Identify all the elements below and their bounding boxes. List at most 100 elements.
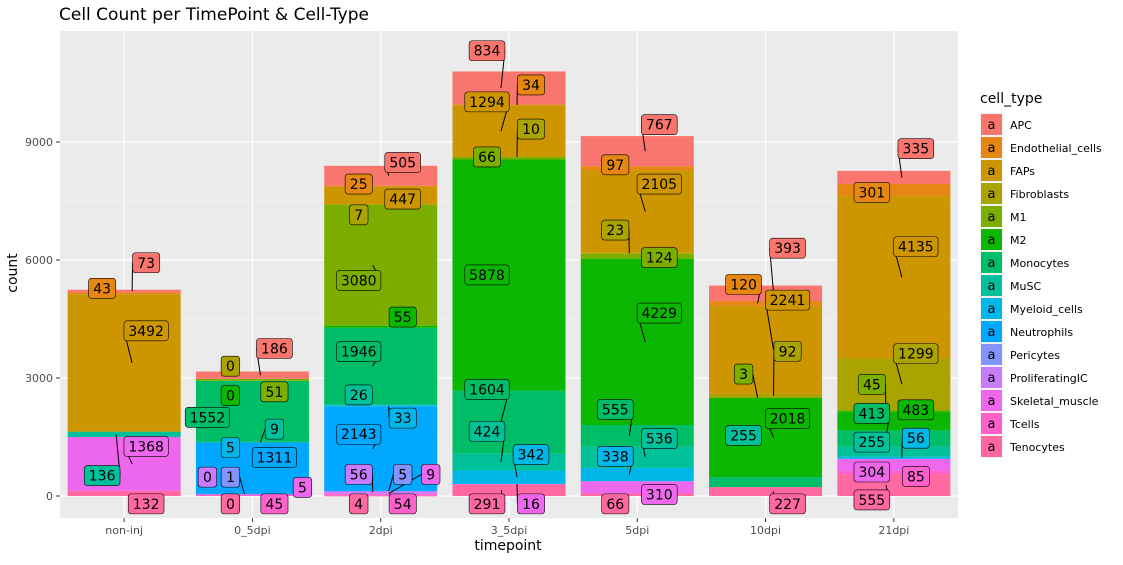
legend-item-label: Endothelial_cells [1010, 142, 1102, 155]
bar-segment [196, 372, 309, 379]
bar-segment [581, 259, 694, 425]
legend-key-glyph: a [988, 233, 996, 248]
data-label: 124 [646, 251, 673, 267]
legend-item-label: Neutrophils [1010, 326, 1073, 339]
data-label: 85 [907, 469, 925, 485]
x-tick-label: 10dpi [750, 524, 781, 537]
legend-item-label: FAPs [1010, 165, 1035, 178]
data-label: 3080 [341, 273, 377, 289]
data-label: 66 [606, 497, 624, 513]
bar-segment [453, 485, 566, 496]
bar-segment [709, 394, 822, 398]
legend-title: cell_type [980, 91, 1042, 107]
data-label: 45 [266, 497, 284, 513]
bar-segment [581, 468, 694, 481]
legend-key-glyph: a [988, 118, 996, 133]
data-label: 23 [606, 223, 624, 239]
legend-key-glyph: a [988, 210, 996, 225]
legend-item-label: Tcells [1009, 418, 1040, 431]
bar-segment [324, 205, 437, 326]
data-label: 1294 [469, 95, 505, 111]
data-label: 1 [226, 470, 235, 486]
data-label: 97 [606, 158, 624, 174]
data-label: 255 [858, 435, 885, 451]
legend-item-label: APC [1010, 119, 1032, 132]
legend-key-glyph: a [988, 440, 996, 455]
bar-segment [453, 157, 566, 158]
data-label: 0 [226, 497, 235, 513]
legend-item-label: M2 [1010, 234, 1027, 247]
data-label: 25 [350, 177, 368, 193]
y-tick-label: 9000 [25, 136, 53, 149]
bar-segment [324, 404, 437, 405]
bar-segment [324, 405, 437, 406]
data-label: 5878 [469, 268, 505, 284]
data-label: 304 [858, 465, 885, 481]
x-tick-label: 2dpi [369, 524, 393, 537]
legend-item-label: Fibroblasts [1010, 188, 1069, 201]
legend-item-label: M1 [1010, 211, 1027, 224]
data-label: 73 [137, 256, 155, 272]
bar-segment [324, 407, 437, 491]
data-label: 338 [602, 449, 629, 465]
data-label: 1946 [341, 345, 377, 361]
data-label: 2105 [641, 177, 677, 193]
legend-item-label: ProliferatingIC [1010, 372, 1088, 385]
data-label: 0 [203, 470, 212, 486]
data-label: 310 [646, 487, 673, 503]
data-label: 56 [350, 467, 368, 483]
bar-segment [837, 171, 950, 184]
data-label: 393 [774, 241, 801, 257]
bar-segment [453, 470, 566, 483]
bar-segment [837, 457, 950, 459]
data-label: 555 [858, 493, 885, 509]
legend-item-label: Pericytes [1010, 349, 1060, 362]
data-label: 291 [474, 497, 501, 513]
x-tick-label: 21dpi [878, 524, 909, 537]
legend-key-glyph: a [988, 187, 996, 202]
legend-item-label: Tenocytes [1009, 441, 1065, 454]
data-label: 132 [133, 497, 160, 513]
legend-item-label: Monocytes [1010, 257, 1070, 270]
data-label: 1368 [128, 439, 164, 455]
legend-item-label: MuSC [1010, 280, 1041, 293]
data-label: 227 [774, 497, 801, 513]
data-label: 9 [426, 467, 435, 483]
data-label: 43 [93, 281, 111, 297]
data-label: 136 [89, 469, 116, 485]
bar-segment [324, 186, 437, 187]
data-label: 120 [730, 277, 757, 293]
bar-segment [581, 136, 694, 166]
bar-segment [68, 293, 181, 295]
data-label: 92 [779, 344, 797, 360]
data-label: 1299 [898, 347, 934, 363]
data-label: 7 [354, 208, 363, 224]
data-label: 186 [261, 342, 288, 358]
chart-title: Cell Count per TimePoint & Cell-Type [59, 5, 369, 25]
data-label: 2018 [770, 412, 806, 428]
data-label: 447 [389, 192, 416, 208]
data-label: 10 [522, 122, 540, 138]
data-label: 483 [902, 403, 929, 419]
legend-key-glyph: a [988, 371, 996, 386]
data-label: 5 [226, 441, 235, 457]
data-label: 4 [354, 497, 363, 513]
bar-segment [68, 290, 181, 293]
data-label: 0 [226, 359, 235, 375]
bar-segment [581, 166, 694, 170]
data-label: 66 [478, 150, 496, 166]
data-label: 33 [394, 411, 412, 427]
data-label: 3492 [128, 324, 164, 340]
data-label: 54 [394, 497, 412, 513]
bar-segment [709, 306, 822, 394]
bar-segment [709, 398, 822, 399]
data-label: 4229 [641, 306, 677, 322]
data-label: 5 [298, 480, 307, 496]
bar-segment [196, 379, 309, 381]
legend-item-label: Myeloid_cells [1010, 303, 1083, 316]
bar-segment [68, 294, 181, 431]
bar-segment [709, 477, 822, 487]
data-label: 34 [522, 78, 540, 94]
